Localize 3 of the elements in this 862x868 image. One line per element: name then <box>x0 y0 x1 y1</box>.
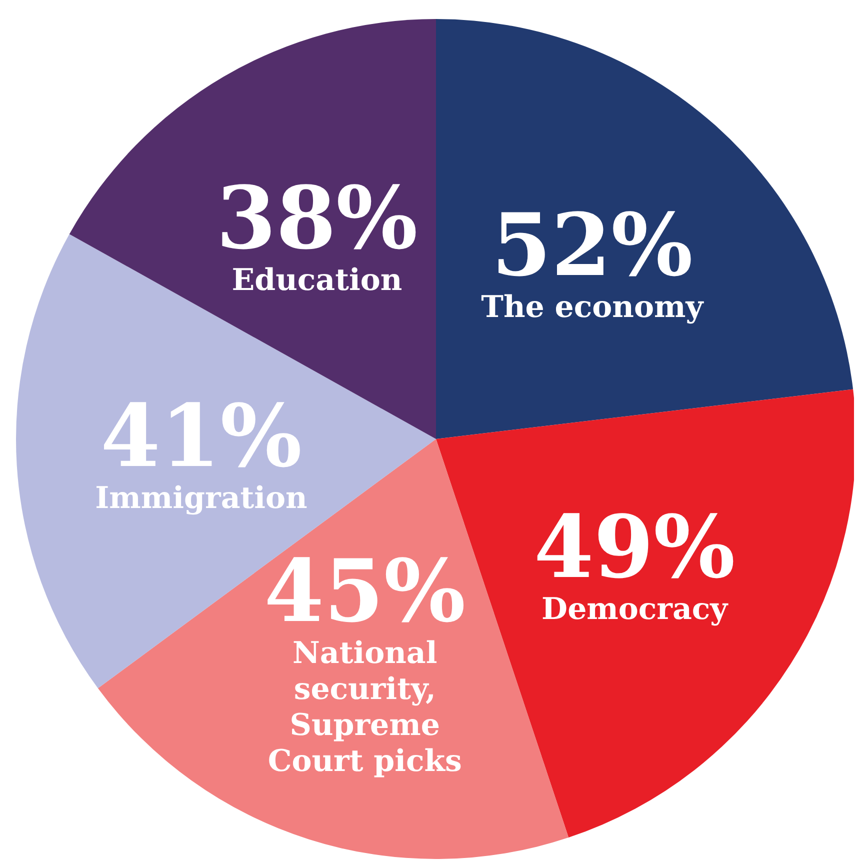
slice-label: The economy <box>481 290 705 326</box>
slice-label: Education <box>232 263 402 298</box>
slice-label: National security, Supreme Court picks <box>268 636 462 780</box>
